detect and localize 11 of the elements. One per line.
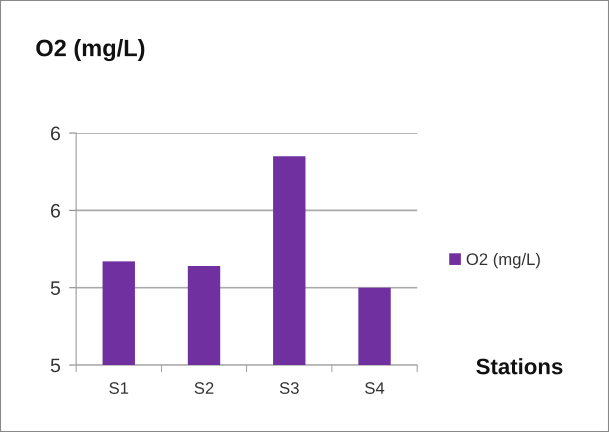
legend-label: O2 (mg/L) [466,252,540,268]
x-tick-label: S3 [280,382,299,394]
y-tick-label: 5 [50,281,60,295]
chart-title: O2 (mg/L) [36,39,144,62]
x-tick-label: S1 [109,382,128,394]
x-tick-label: S4 [365,382,384,394]
x-tick-label: S2 [194,382,214,394]
x-axis-title: Stations [476,358,562,374]
y-tick-label: 6 [51,126,60,140]
y-tick-label: 6 [51,204,60,218]
y-tick-label: 5 [50,358,60,372]
